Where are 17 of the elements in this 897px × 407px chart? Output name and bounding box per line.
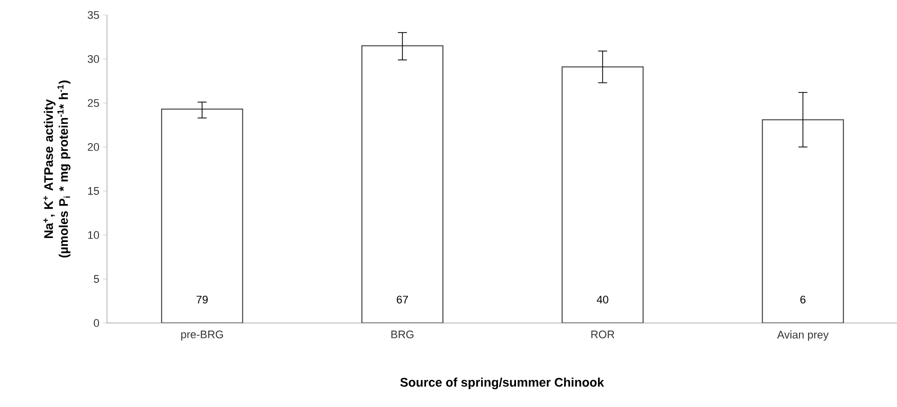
x-tick-label: Avian prey	[777, 330, 829, 341]
y-tick-label: 35	[88, 11, 100, 19]
x-tick-label: ROR	[591, 330, 614, 338]
y-tick-label: 0	[94, 319, 100, 327]
y-tick-label: 5	[94, 275, 100, 283]
annotation: 6	[800, 296, 806, 304]
annotation: 67	[396, 296, 408, 304]
y-tick-label: 10	[88, 231, 100, 239]
y-tick-label: 20	[88, 143, 100, 151]
y-tick-label: 25	[88, 99, 100, 107]
y-tick-label: 30	[88, 55, 100, 63]
annotation: 79	[196, 296, 208, 304]
x-tick-label: pre-BRG	[181, 330, 223, 340]
x-tick-label: BRG	[391, 330, 414, 338]
y-tick-label: 15	[88, 187, 100, 195]
annotation: 40	[596, 296, 608, 304]
x-axis-title: Source of spring/summer Chinook	[400, 378, 604, 390]
